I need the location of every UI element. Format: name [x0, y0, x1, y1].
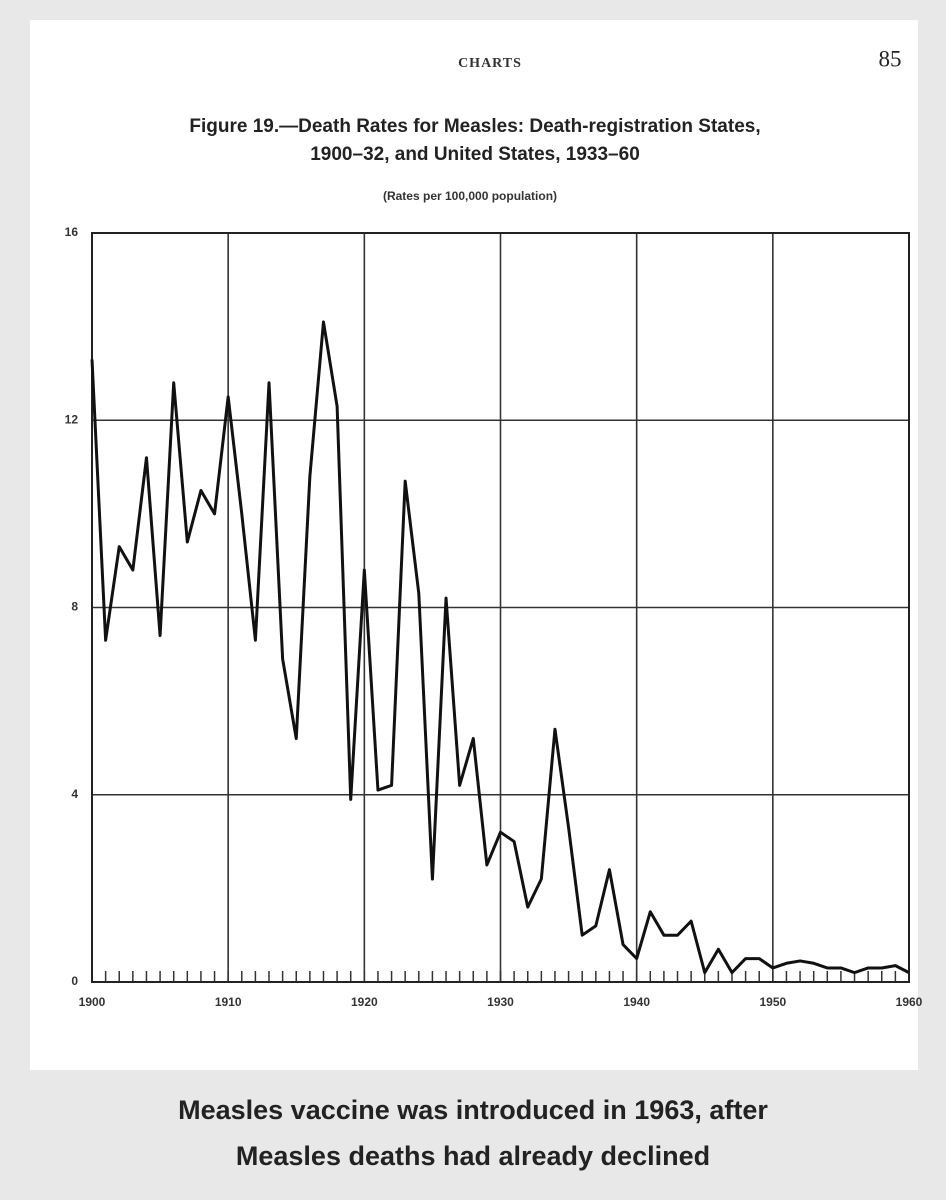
scan-card	[30, 20, 918, 1070]
x-tick-label: 1940	[623, 995, 650, 1009]
x-tick-label: 1930	[487, 995, 514, 1009]
x-tick-label: 1960	[896, 995, 923, 1009]
data-line	[90, 320, 910, 975]
x-tick-label: 1920	[351, 995, 378, 1009]
chart-title: Figure 19.—Death Rates for Measles: Deat…	[189, 116, 760, 137]
x-tick-label: 1950	[759, 995, 786, 1009]
page-header: CHARTS	[458, 56, 522, 71]
y-tick-label: 8	[71, 600, 78, 614]
x-tick-label: 1910	[215, 995, 242, 1009]
caption: Measles vaccine was introduced in 1963, …	[178, 1095, 768, 1125]
caption: Measles deaths had already declined	[236, 1141, 710, 1171]
y-tick-label: 12	[65, 412, 79, 426]
page-number: 85	[879, 46, 902, 71]
chart-title: 1900–32, and United States, 1933–60	[310, 144, 640, 165]
x-tick-label: 1900	[79, 995, 106, 1009]
y-tick-label: 4	[71, 787, 78, 801]
y-tick-label: 16	[65, 225, 79, 239]
chart-subtitle: (Rates per 100,000 population)	[383, 189, 557, 203]
y-tick-label: 0	[71, 974, 78, 988]
plot-frame	[91, 232, 910, 983]
